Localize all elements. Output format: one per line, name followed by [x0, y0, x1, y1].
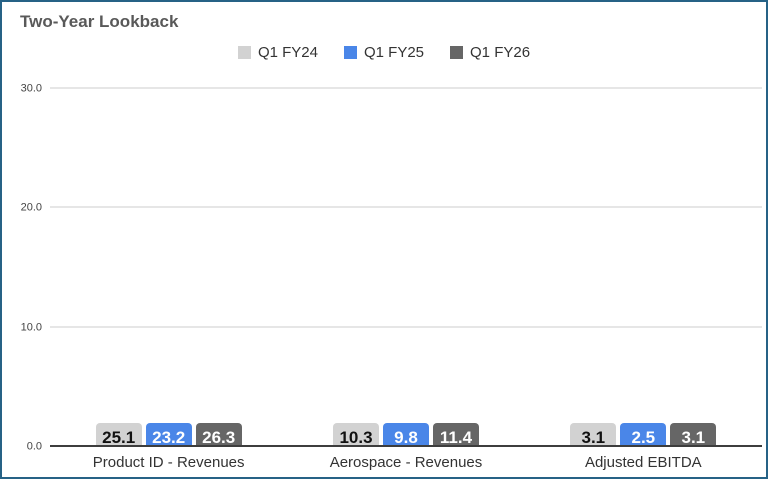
legend-label: Q1 FY25: [363, 43, 425, 61]
bar: 9.8: [382, 423, 429, 447]
x-axis-line: [50, 445, 762, 447]
bar-value-label: 11.4: [439, 428, 473, 447]
legend-label: Q1 FY24: [257, 43, 318, 61]
bar-value-label: 26.3: [202, 428, 236, 447]
bar-value-label: 3.1: [681, 428, 706, 447]
bar: 3.1: [570, 423, 617, 447]
legend-item: Q1 FY25: [343, 43, 425, 61]
chart-title: Two-Year Lookback: [20, 12, 179, 31]
bar-value-label: 9.8: [394, 428, 418, 447]
legend-item: Q1 FY26: [450, 44, 530, 61]
legend-item: Q1 FY24: [237, 43, 318, 61]
y-gridline: [50, 87, 762, 89]
y-tick-label: 10.0: [20, 321, 42, 334]
bar: 3.1: [670, 423, 717, 447]
bar-value-label: 23.2: [152, 428, 186, 447]
x-axis-labels: Product ID - Revenues Aerospace - Revenue…: [50, 454, 762, 471]
bar: 23.2: [145, 423, 192, 447]
bar-group: 25.1 23.2 26.3: [94, 423, 244, 447]
y-gridline: [50, 206, 762, 209]
bar-value-label: 3.1: [581, 428, 606, 447]
bar-group: 10.3 9.8 11.4: [331, 423, 481, 447]
legend-swatch-icon: [237, 45, 251, 59]
x-category-label: Aerospace - Revenues: [329, 454, 483, 471]
bar-value-label: 25.1: [102, 428, 136, 447]
y-tick-label: 30.0: [20, 82, 42, 95]
bar: 2.5: [620, 423, 667, 447]
bar-group: 3.1 2.5 3.1: [568, 423, 718, 447]
legend-swatch-icon: [450, 45, 464, 59]
bar-groups: 25.1 23.2 26.3 10.3 9.8 11.4 3.1 2.5 3.1: [50, 89, 762, 447]
y-gridline: [50, 325, 762, 328]
y-tick-label: 0.0: [26, 440, 42, 453]
legend: Q1 FY24 Q1 FY25 Q1 FY26: [2, 43, 766, 61]
x-category-label: Adjusted EBITDA: [584, 454, 702, 471]
bar: 10.3: [332, 423, 379, 447]
bar: 26.3: [195, 423, 242, 447]
plot-area: 25.1 23.2 26.3 10.3 9.8 11.4 3.1 2.5 3.1 0.0 10.0…: [21, 83, 762, 452]
bar-value-label: 2.5: [631, 428, 656, 447]
bar: 25.1: [95, 423, 142, 447]
bar-value-label: 10.3: [339, 428, 373, 447]
bar: 11.4: [432, 423, 479, 447]
legend-label: Q1 FY26: [470, 43, 531, 61]
legend-swatch-icon: [343, 45, 357, 59]
y-tick-label: 20.0: [20, 201, 42, 214]
x-category-label: Product ID - Revenues: [92, 454, 245, 471]
